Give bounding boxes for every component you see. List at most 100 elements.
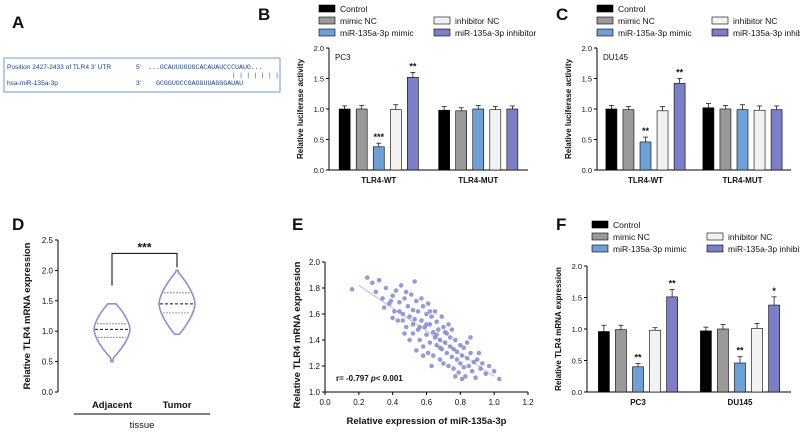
- scatter-point: [424, 322, 429, 327]
- scatter-point: [398, 283, 404, 288]
- y-tick-label: 0.5: [582, 136, 592, 145]
- significance-mark: **: [634, 353, 642, 363]
- scatter-point: [419, 296, 424, 301]
- x-axis-label: Relative expression of miR-135a-3p: [347, 416, 507, 427]
- scatter-point: [405, 303, 411, 309]
- y-tick-label: 1.4: [309, 336, 321, 345]
- scatter-point: [473, 375, 478, 381]
- scatter-point: [478, 366, 483, 371]
- bar: [753, 109, 766, 171]
- bar: [656, 110, 669, 171]
- bar: [615, 329, 627, 393]
- x-category-label: DU145: [728, 398, 753, 407]
- legend-label: miR-135a-3p mimic: [613, 244, 687, 254]
- scatter-point: [474, 357, 480, 362]
- scatter-point: [461, 365, 467, 370]
- scatter-point: [437, 337, 443, 343]
- mir-label: hsa-miR-135a-3p: [7, 80, 58, 87]
- scatter-point: [412, 279, 417, 284]
- scatter-point: [491, 368, 497, 374]
- y-tick-label: 1.0: [309, 388, 321, 397]
- scatter-point: [403, 289, 409, 295]
- bar: [751, 328, 763, 393]
- scatter-point: [463, 374, 468, 379]
- y-tick-label: 1.2: [309, 362, 321, 371]
- scatter-point: [476, 350, 482, 356]
- scatter-point: [395, 318, 401, 323]
- scatter-point: [425, 301, 431, 306]
- bar: [632, 366, 644, 393]
- legend-label: mimic NC: [613, 232, 650, 242]
- y-tick-label: 1.5: [582, 75, 592, 84]
- bar: [605, 108, 618, 171]
- legend-swatch: [318, 4, 336, 13]
- scatter-point: [429, 314, 434, 319]
- panel-letter-f: F: [556, 215, 566, 234]
- scatter-point: [408, 292, 414, 297]
- scatter-point: [449, 354, 455, 360]
- panel-letter-c: C: [556, 5, 568, 24]
- scatter-point: [412, 316, 417, 322]
- y-tick-label: 1.0: [572, 325, 582, 334]
- legend-swatch: [591, 244, 609, 253]
- scatter-point: [464, 340, 470, 345]
- scatter-point: [430, 329, 436, 335]
- panel-d-violin-tissue: 0.0 0.5 1.0 1.5 2.0 2.5 Relative TLR4 mRNA exp…: [22, 236, 210, 431]
- x-tick-label: 0.6: [421, 398, 433, 407]
- scatter-point: [407, 337, 412, 343]
- panel-f-mrna-expression: Control mimic NC miR-135a-3p mimic inhibito…: [554, 220, 800, 407]
- bar: [673, 83, 686, 171]
- bar: [734, 362, 746, 393]
- scatter-point: [434, 332, 439, 338]
- y-axis-label: Relative TLR4 mRNA expression: [22, 242, 33, 389]
- legend-swatch: [318, 16, 336, 25]
- x-tick-label: 1.0: [489, 398, 501, 407]
- legend-label: inhibitor NC: [455, 16, 499, 26]
- correlation-p-value: < 0.001: [376, 374, 403, 383]
- panel-e-correlation-scatter: 1.0 1.2 1.4 1.6 1.8 2.0 0.0 0.2 0.4 0.6 0.8 1.0 1.2 R…: [292, 258, 534, 427]
- legend-label: Control: [613, 220, 641, 230]
- bar: [472, 108, 485, 171]
- legend-swatch: [433, 16, 451, 25]
- y-tick-label: 1.0: [314, 105, 324, 114]
- scatter-point: [434, 319, 439, 325]
- scatter-point: [410, 322, 416, 327]
- legend-label: mimic NC: [618, 16, 655, 26]
- legend-swatch: [596, 4, 614, 13]
- scatter-point: [414, 348, 419, 353]
- scatter-point: [439, 314, 445, 319]
- x-category-label: PC3: [630, 398, 646, 407]
- panel-letter-a: A: [12, 13, 24, 32]
- bar: [407, 76, 419, 171]
- bar: [736, 109, 749, 171]
- legend-swatch: [706, 232, 724, 241]
- scatter-point: [451, 366, 456, 371]
- scatter-point: [468, 350, 473, 356]
- significance-mark: **: [736, 346, 744, 356]
- significance-mark: ***: [373, 132, 384, 142]
- y-tick-label: 2.0: [314, 44, 324, 53]
- y-tick-label: 2.0: [309, 258, 321, 267]
- scatter-point: [420, 303, 426, 309]
- significance-mark: **: [642, 126, 650, 136]
- scatter-point: [397, 300, 402, 305]
- scatter-point: [434, 342, 439, 348]
- bar: [719, 108, 732, 171]
- scatter-point: [370, 280, 375, 286]
- legend-swatch: [711, 28, 729, 37]
- legend-label: miR-135a-3p inhibitor: [455, 28, 536, 38]
- legend-label: miR-135a-3p inhibitor: [728, 244, 800, 254]
- scatter-point: [376, 277, 382, 283]
- legend-label: miR-135a-3p inhibitor: [733, 28, 800, 38]
- bar: [372, 146, 385, 171]
- bar: [438, 109, 450, 171]
- scatter-point: [410, 331, 416, 336]
- scatter-point: [390, 293, 395, 299]
- scatter-point: [454, 349, 460, 355]
- bar: [702, 107, 715, 171]
- x-category-label: TLR4-WT: [628, 176, 663, 185]
- y-tick-label: 2.5: [42, 236, 54, 245]
- y-tick-label: 0.5: [572, 357, 582, 366]
- scatter-point: [393, 288, 399, 293]
